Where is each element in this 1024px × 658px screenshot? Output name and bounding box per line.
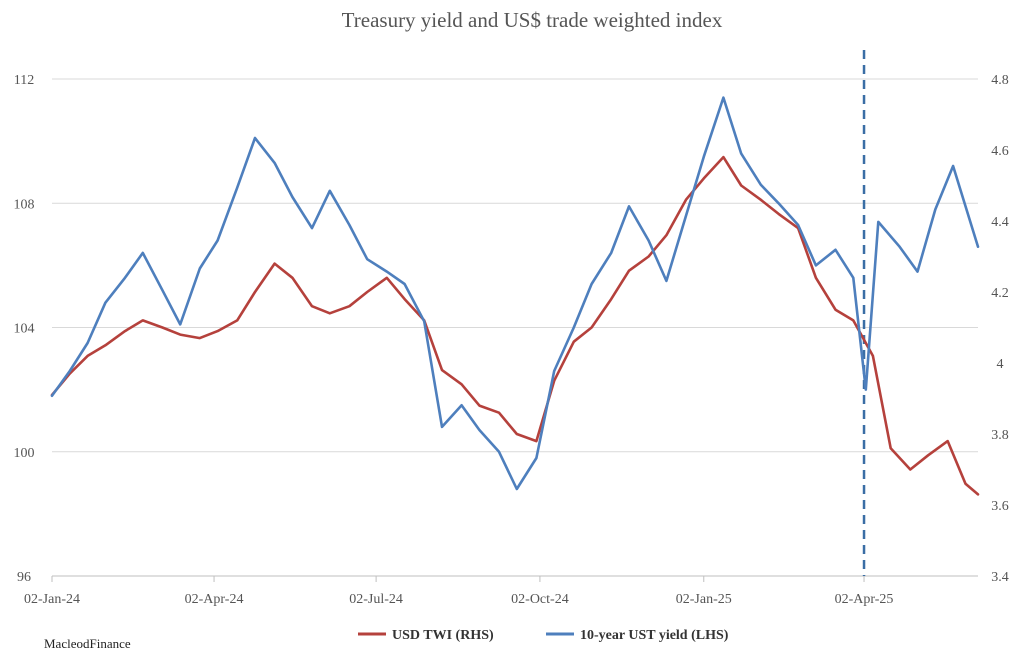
y-right-tick-label: 3.8	[991, 428, 1009, 443]
y-right-tick-label: 3.6	[991, 499, 1009, 514]
y-left-tick-label: 108	[14, 197, 35, 212]
series-line	[50, 96, 980, 491]
watermark: MacleodFinance	[44, 636, 131, 651]
x-tick-label: 02-Jan-24	[24, 592, 80, 607]
y-right-tick-label: 3.4	[991, 570, 1009, 585]
legend: USD TWI (RHS) 10-year UST yield (LHS)	[358, 628, 729, 643]
gridlines	[52, 78, 978, 577]
tick-labels: 96 100 104 108 112 3.4 3.6 3.8 4 4.2 4.4 4.6 4.8 02-J…	[14, 73, 1009, 607]
y-right-tick-label: 4.4	[991, 215, 1009, 230]
y-left-tick-label: 100	[14, 446, 35, 461]
y-right-tick-label: 4.6	[991, 144, 1009, 159]
x-tick-label: 02-Jul-24	[349, 592, 403, 607]
legend-label: USD TWI (RHS)	[392, 628, 494, 643]
series-layer	[50, 50, 980, 576]
x-tick-label: 02-Apr-24	[185, 592, 244, 607]
y-left-tick-label: 104	[14, 322, 35, 337]
y-right-tick-label: 4.8	[991, 73, 1009, 88]
x-tick-label: 02-Oct-24	[511, 592, 569, 607]
chart-title: Treasury yield and US$ trade weighted in…	[342, 8, 723, 32]
x-tick-label: 02-Apr-25	[835, 592, 894, 607]
legend-label: 10-year UST yield (LHS)	[580, 628, 729, 643]
y-left-tick-label: 96	[17, 570, 31, 585]
y-right-tick-label: 4.2	[991, 286, 1009, 301]
y-right-tick-label: 4	[997, 357, 1004, 372]
x-tick-label: 02-Jan-25	[676, 592, 732, 607]
axes	[51, 575, 978, 582]
series-line	[50, 155, 980, 496]
y-left-tick-label: 112	[14, 73, 34, 88]
